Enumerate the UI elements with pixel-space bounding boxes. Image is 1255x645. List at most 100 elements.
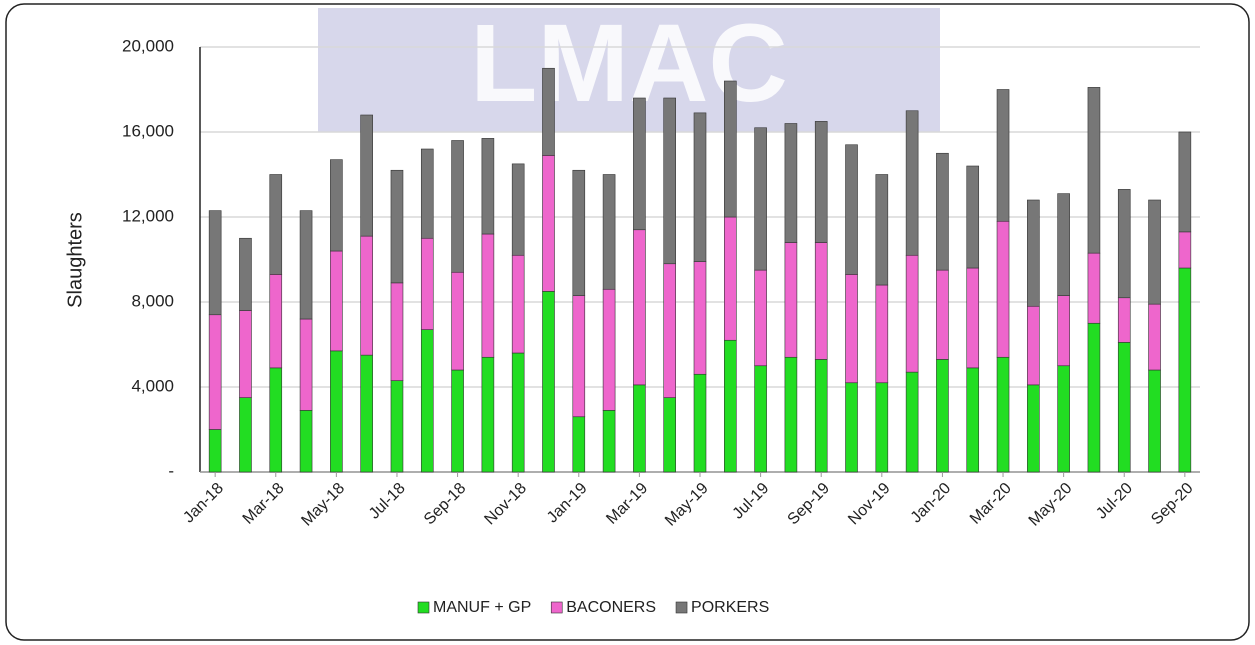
- legend-swatch: [417, 601, 430, 614]
- bar-segment: [724, 339, 737, 473]
- bar-segment: [1057, 295, 1070, 367]
- bar-segment: [966, 165, 980, 269]
- bar-segment: [845, 274, 858, 384]
- legend-swatch: [550, 601, 563, 614]
- bar-segment: [511, 254, 525, 354]
- bar-segment: [1027, 384, 1040, 473]
- bar-segment: [239, 310, 252, 398]
- bar-segment: [1148, 303, 1161, 371]
- bar-segment: [390, 282, 404, 381]
- bar-segment: [451, 369, 464, 473]
- bar-segment: [481, 138, 495, 235]
- bar-segment: [875, 382, 889, 473]
- bar-segment: [330, 159, 343, 252]
- bar-segment: [360, 354, 373, 473]
- bar-segment: [875, 174, 889, 286]
- bar-segment: [905, 110, 919, 256]
- bar-segment: [542, 155, 555, 292]
- bar-segment: [330, 250, 343, 352]
- bar-segment: [602, 410, 616, 473]
- bar-segment: [784, 123, 798, 243]
- legend-label: MANUF + GP: [433, 599, 531, 616]
- bar-segment: [208, 429, 222, 473]
- bar-segment: [239, 397, 252, 473]
- bar-segment: [814, 242, 828, 360]
- bar-segment: [905, 371, 919, 473]
- bar-segment: [420, 148, 434, 239]
- bar-segment: [784, 242, 798, 358]
- bar-segment: [1057, 193, 1070, 296]
- bar-segment: [420, 329, 434, 473]
- bar-segment: [1117, 189, 1131, 299]
- bar-segment: [542, 291, 555, 473]
- bar-segment: [996, 356, 1010, 473]
- bar-segment: [542, 67, 555, 156]
- bar-segment: [299, 410, 313, 473]
- bar-segment: [299, 210, 313, 320]
- bar-segment: [269, 367, 283, 473]
- bar-segment: [754, 127, 767, 271]
- bar-segment: [451, 271, 464, 371]
- bar-segment: [269, 274, 283, 369]
- y-axis-label: Slaughters: [64, 212, 86, 308]
- bar-segment: [1148, 369, 1161, 473]
- bar-segment: [905, 254, 919, 373]
- bar-segment: [1057, 365, 1070, 473]
- bar-segment: [966, 367, 980, 473]
- bar-segment: [1087, 87, 1101, 254]
- bar-segment: [663, 397, 676, 473]
- bar-segment: [572, 169, 586, 296]
- bar-segment: [814, 359, 828, 473]
- bar-segment: [693, 112, 707, 262]
- y-tick-label: 8,000: [131, 291, 174, 310]
- bar-segment: [208, 314, 222, 430]
- bar-segment: [996, 220, 1010, 358]
- legend-swatch: [675, 601, 688, 614]
- legend-label: BACONERS: [566, 599, 656, 616]
- bar-segment: [1148, 199, 1161, 305]
- bar-segment: [936, 152, 949, 271]
- bar-segment: [845, 382, 858, 473]
- bar-segment: [390, 169, 404, 284]
- bar-segment: [511, 163, 525, 256]
- bar-segment: [1087, 252, 1101, 324]
- bar-segment: [299, 318, 313, 411]
- bar-segment: [784, 356, 798, 473]
- bar-segment: [390, 380, 404, 473]
- bar-segment: [936, 269, 949, 360]
- bar-segment: [754, 365, 767, 473]
- bar-segment: [1117, 297, 1131, 343]
- bar-segment: [814, 121, 828, 243]
- bar-segment: [663, 263, 676, 398]
- bar-segment: [420, 237, 434, 330]
- bar-segment: [208, 210, 222, 316]
- y-tick-label: -: [168, 461, 174, 480]
- watermark: LMAC: [470, 2, 788, 125]
- bar-segment: [724, 80, 737, 218]
- bar-segment: [875, 284, 889, 384]
- legend-label: PORKERS: [691, 599, 769, 616]
- y-tick-label: 4,000: [131, 376, 174, 395]
- bar-segment: [511, 352, 525, 473]
- bar-segment: [572, 416, 586, 473]
- bar-segment: [360, 235, 373, 356]
- bar-segment: [1178, 131, 1192, 233]
- bar-segment: [663, 97, 676, 265]
- bar-segment: [633, 97, 646, 231]
- bar-segment: [754, 269, 767, 367]
- bar-segment: [451, 140, 464, 273]
- bar-segment: [693, 373, 707, 473]
- bar-segment: [602, 288, 616, 411]
- bar-segment: [572, 295, 586, 418]
- y-tick-label: 12,000: [122, 206, 174, 225]
- bar-segment: [1178, 267, 1192, 473]
- bar-segment: [633, 229, 646, 386]
- bar-segment: [1178, 231, 1192, 269]
- y-tick-label: 20,000: [122, 36, 174, 55]
- bar-segment: [936, 359, 949, 473]
- bar-segment: [481, 356, 495, 473]
- y-tick-label: 16,000: [122, 121, 174, 140]
- bar-segment: [845, 144, 858, 275]
